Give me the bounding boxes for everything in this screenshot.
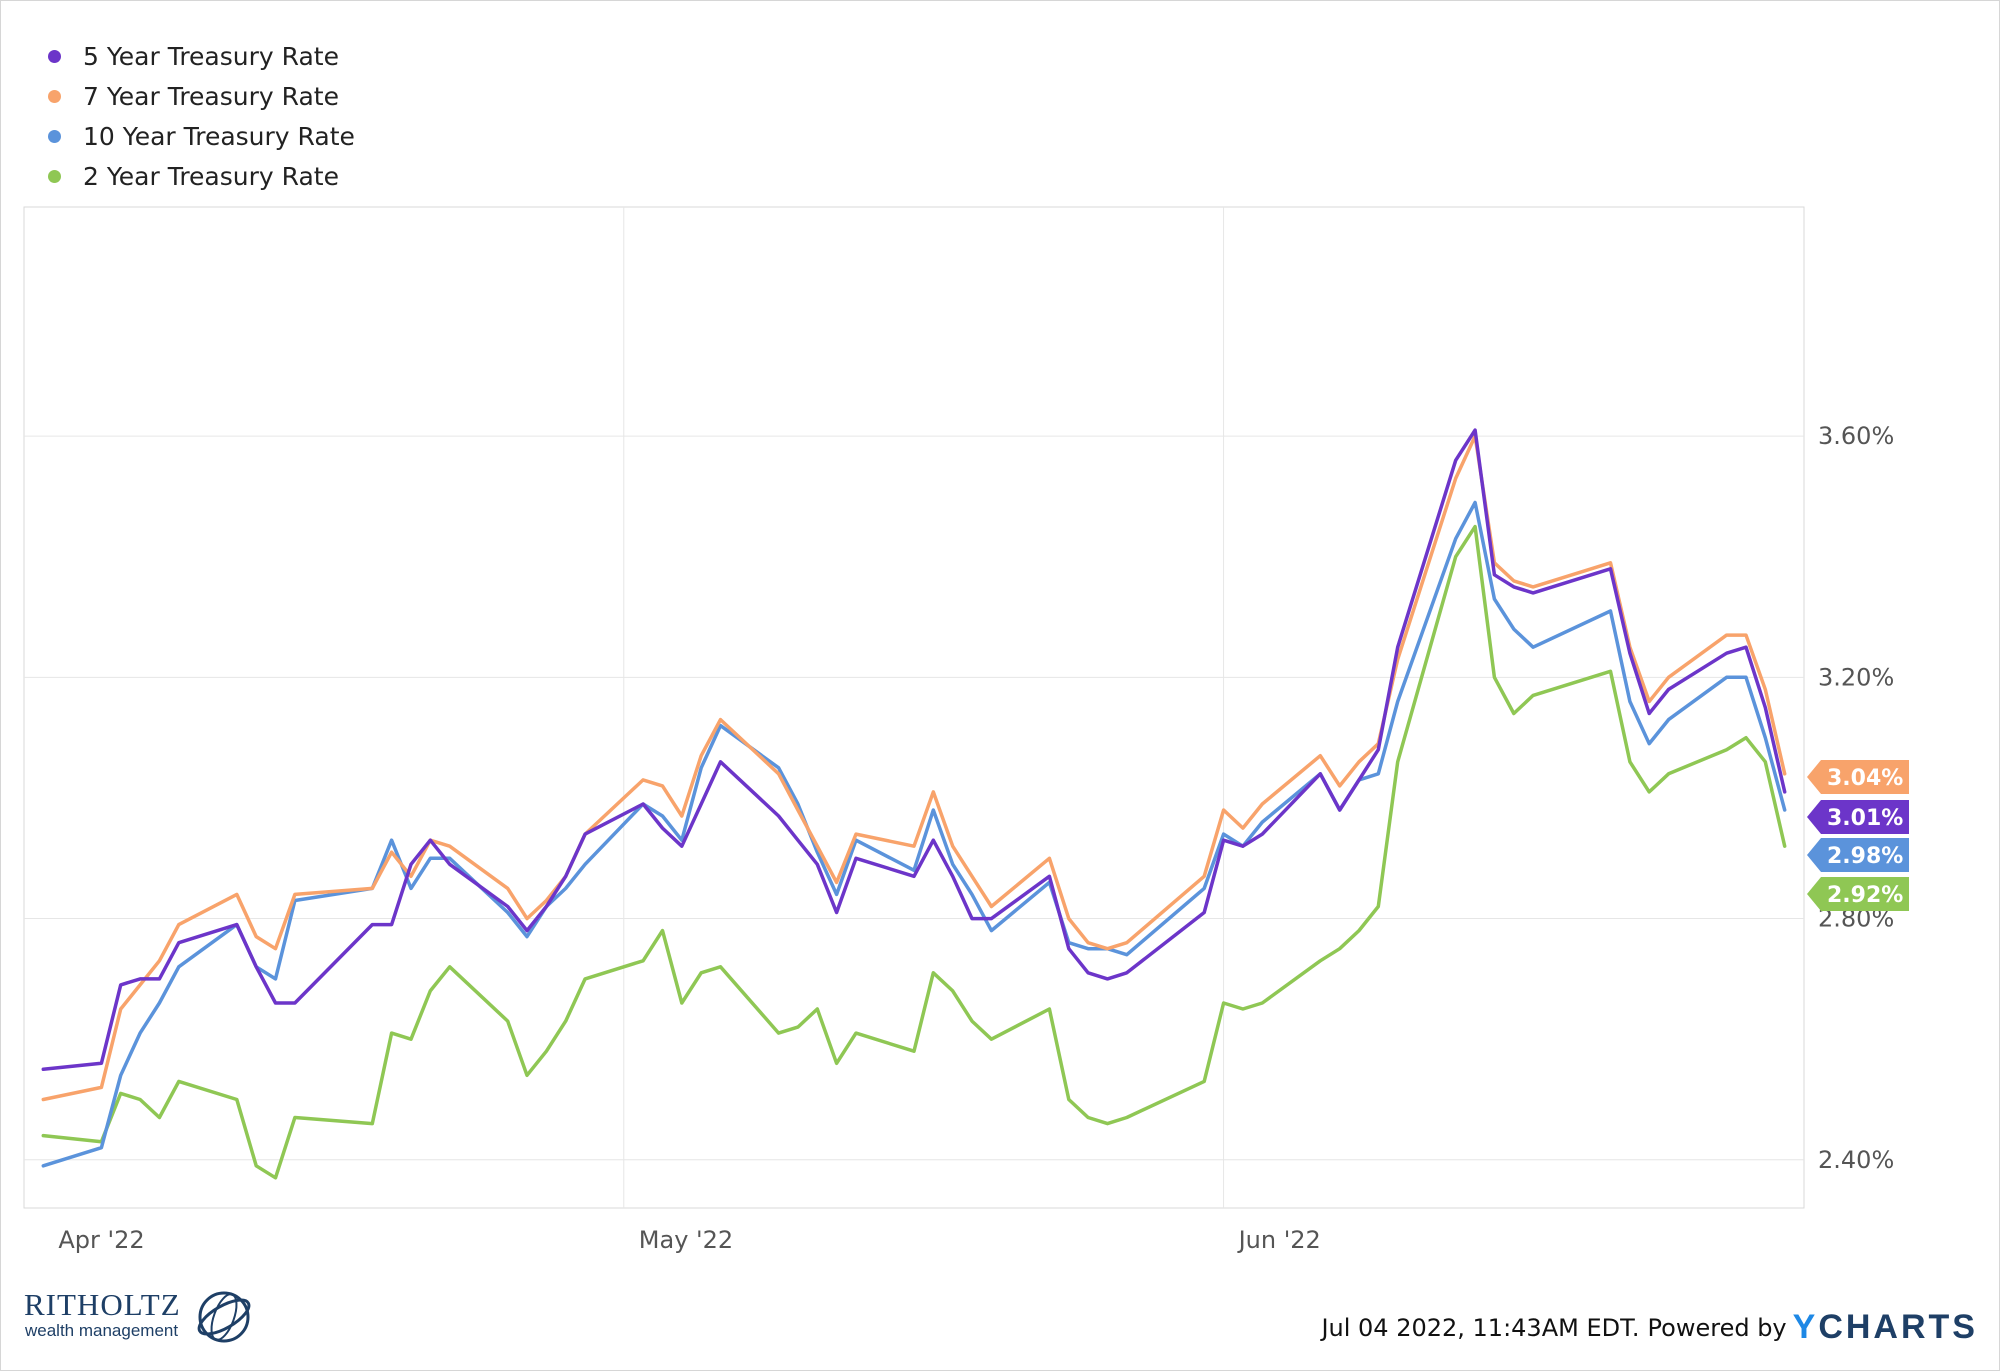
ritholtz-logo: RITHOLTZ wealth management [24,1287,254,1349]
x-tick-label: Apr '22 [58,1226,144,1254]
timestamp: Jul 04 2022, 11:43AM EDT. [1321,1313,1640,1342]
series-line [41,500,1787,1168]
legend-item[interactable]: 5 Year Treasury Rate [48,36,355,76]
end-value-flag [1807,838,1909,872]
plot-area [23,206,1805,1209]
globe-icon [197,1291,251,1343]
x-tick-label: May '22 [639,1226,733,1254]
end-value-label: 3.04% [1827,766,1903,791]
ycharts-logo-text: CHARTS [1818,1308,1978,1346]
end-value-label: 3.01% [1827,806,1903,831]
legend-label: 10 Year Treasury Rate [83,121,355,151]
legend-dot-icon [48,129,61,143]
y-tick-label: 2.40% [1818,1146,1894,1174]
y-tick-label: 3.20% [1818,663,1894,691]
legend-dot-icon [48,49,61,63]
legend-item[interactable]: 7 Year Treasury Rate [48,76,355,116]
powered-by: Powered by [1647,1313,1787,1342]
legend-label: 5 Year Treasury Rate [83,41,339,71]
legend-label: 7 Year Treasury Rate [83,81,339,111]
end-value-label: 2.98% [1827,844,1903,869]
legend-label: 2 Year Treasury Rate [83,161,339,191]
legend-item[interactable]: 2 Year Treasury Rate [48,156,355,196]
chart-legend: 5 Year Treasury Rate 7 Year Treasury Rate… [48,36,355,196]
logo-subtitle: wealth management [25,1321,179,1340]
legend-item[interactable]: 10 Year Treasury Rate [48,116,355,156]
y-tick-label: 3.60% [1818,422,1894,450]
legend-dot-icon [48,89,61,103]
series-line [41,434,1787,1102]
end-value-flag [1807,877,1909,911]
series-line [41,524,1787,1180]
ycharts-logo-y: Y [1792,1308,1819,1346]
series-line [41,428,1787,1072]
logo-name: RITHOLTZ [24,1287,181,1322]
chart-footer: Jul 04 2022, 11:43AM EDT. Powered by YCH… [1321,1308,1978,1347]
end-value-label: 2.92% [1827,883,1903,908]
end-value-flag [1807,760,1909,794]
legend-dot-icon [48,169,61,183]
end-value-flag [1807,800,1909,834]
x-tick-label: Jun '22 [1237,1226,1321,1254]
ycharts-logo[interactable]: YCHARTS [1793,1308,1978,1347]
